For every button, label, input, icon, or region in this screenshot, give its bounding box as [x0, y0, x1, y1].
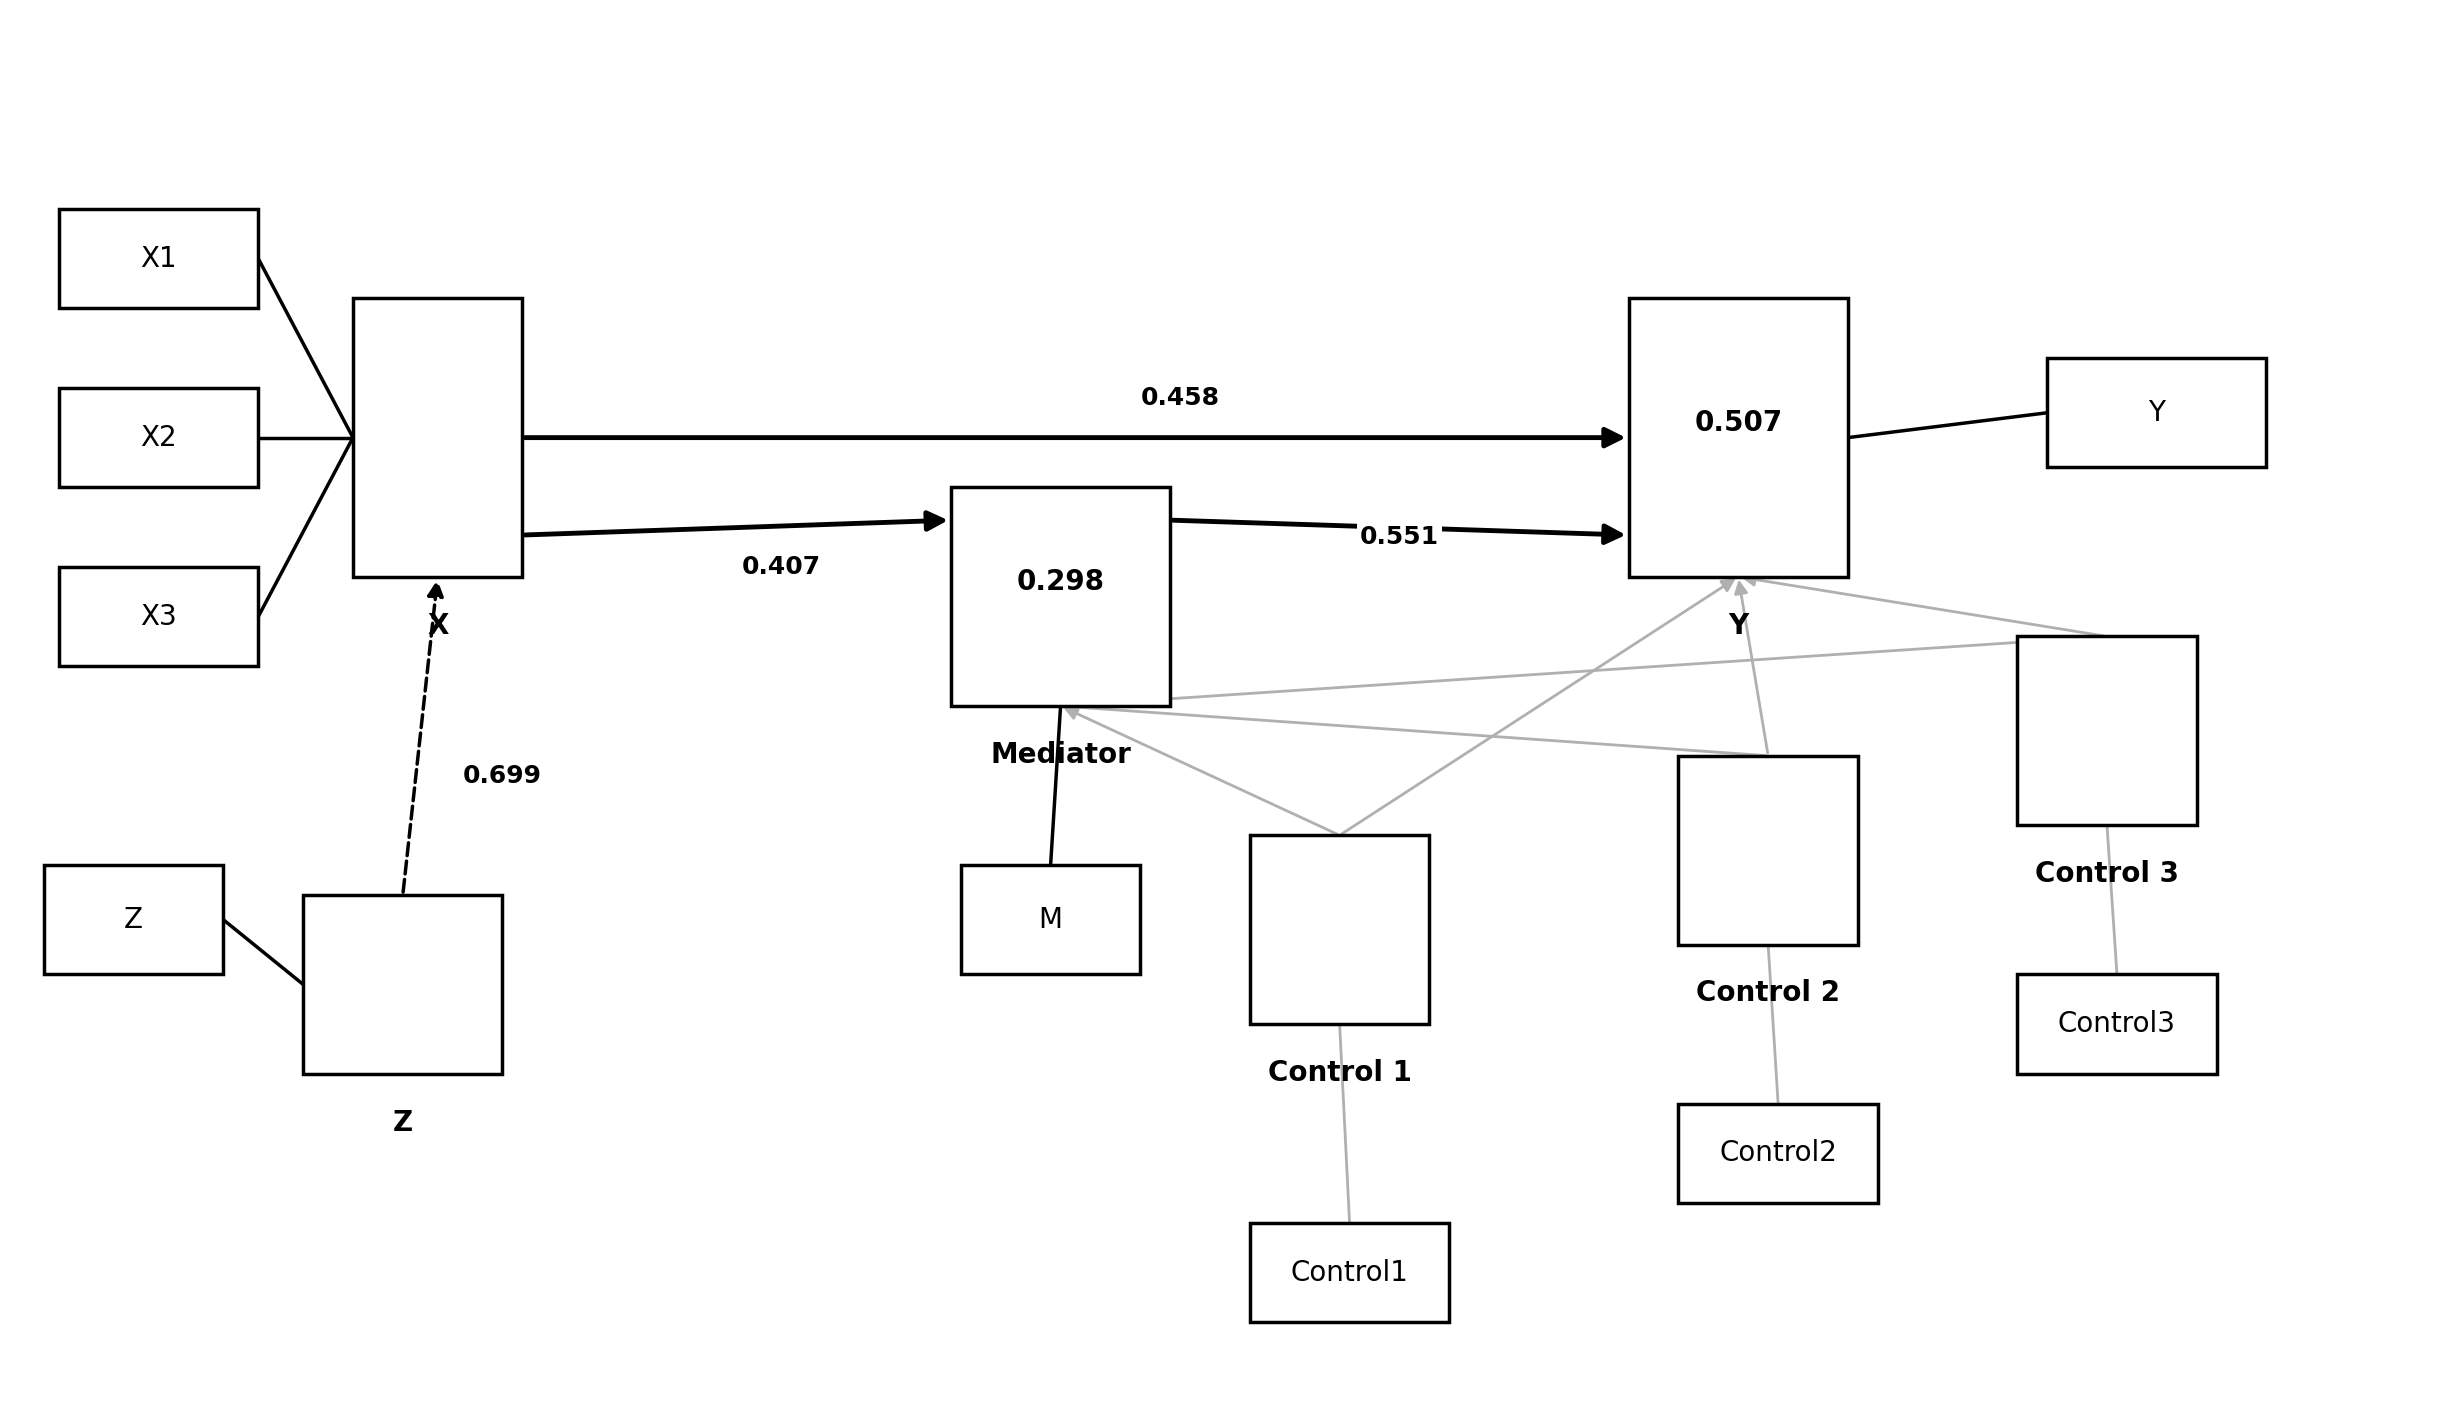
Text: Control1: Control1 — [1290, 1259, 1407, 1286]
Text: 0.699: 0.699 — [463, 764, 542, 787]
FancyBboxPatch shape — [44, 866, 223, 974]
FancyBboxPatch shape — [59, 388, 257, 488]
FancyBboxPatch shape — [2047, 358, 2266, 468]
Text: Mediator: Mediator — [991, 742, 1130, 769]
FancyBboxPatch shape — [1251, 1224, 1449, 1322]
Text: 0.298: 0.298 — [1018, 568, 1103, 596]
Text: M: M — [1040, 906, 1062, 934]
Text: 0.507: 0.507 — [1694, 409, 1783, 436]
FancyBboxPatch shape — [59, 210, 257, 308]
Text: Z: Z — [392, 1108, 412, 1137]
Text: 0.551: 0.551 — [1361, 525, 1439, 549]
Text: 0.407: 0.407 — [743, 555, 821, 579]
Text: X: X — [427, 612, 449, 640]
Text: Z: Z — [125, 906, 142, 934]
FancyBboxPatch shape — [304, 896, 503, 1074]
Text: Control2: Control2 — [1719, 1139, 1837, 1168]
FancyBboxPatch shape — [1628, 298, 1849, 576]
FancyBboxPatch shape — [1251, 836, 1430, 1024]
Text: Control 1: Control 1 — [1268, 1060, 1412, 1087]
Text: X1: X1 — [140, 245, 177, 272]
Text: Y: Y — [1729, 612, 1748, 640]
Text: 0.458: 0.458 — [1140, 386, 1219, 409]
FancyBboxPatch shape — [961, 866, 1140, 974]
FancyBboxPatch shape — [2018, 636, 2197, 826]
Text: Control 2: Control 2 — [1697, 980, 1839, 1007]
FancyBboxPatch shape — [2018, 974, 2217, 1074]
Text: Y: Y — [2148, 399, 2165, 426]
FancyBboxPatch shape — [1680, 756, 1859, 944]
Text: Control3: Control3 — [2057, 1010, 2175, 1038]
FancyBboxPatch shape — [1680, 1104, 1878, 1204]
FancyBboxPatch shape — [353, 298, 522, 576]
Text: X3: X3 — [140, 603, 177, 630]
FancyBboxPatch shape — [59, 568, 257, 666]
Text: Control 3: Control 3 — [2035, 860, 2180, 888]
FancyBboxPatch shape — [951, 488, 1170, 706]
Text: X2: X2 — [140, 424, 177, 452]
